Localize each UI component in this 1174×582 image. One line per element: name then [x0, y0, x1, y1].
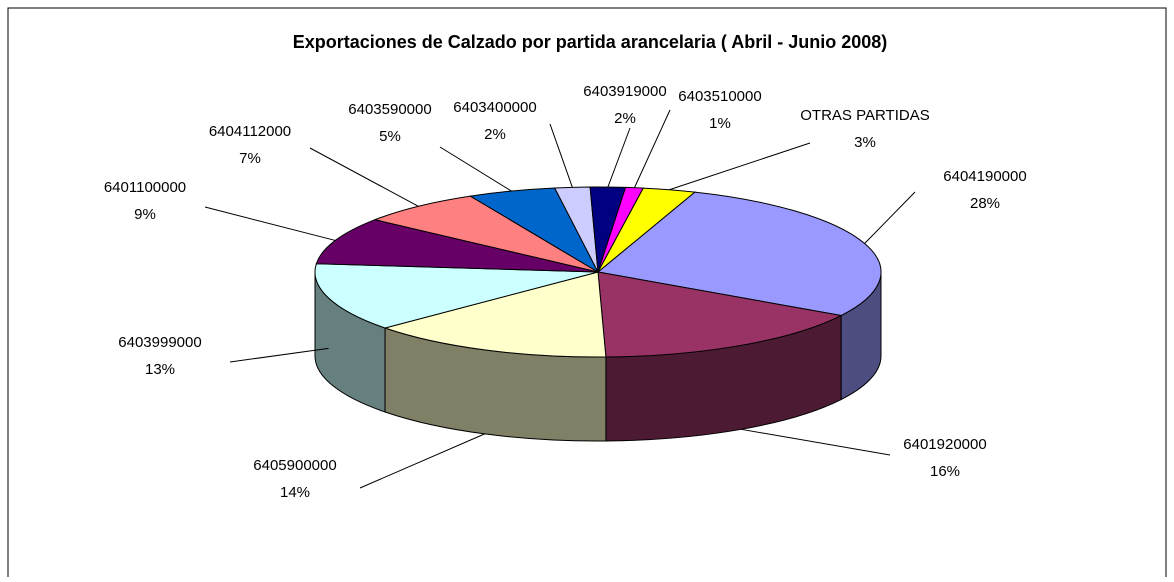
slice-value-label: 16% — [930, 463, 960, 480]
leader-line — [607, 127, 631, 188]
leader-line — [864, 191, 916, 244]
slice-label: 6403400000 — [453, 99, 536, 116]
slice-label: OTRAS PARTIDAS — [800, 107, 929, 124]
slice-value-label: 7% — [239, 150, 261, 167]
slice-label: 6401920000 — [903, 436, 986, 453]
slice-value-label: 5% — [379, 128, 401, 145]
slice-label: 6403510000 — [678, 88, 761, 105]
slice-value-label: 3% — [854, 134, 876, 151]
slice-label: 6403919000 — [583, 83, 666, 100]
slice-label: 6404112000 — [209, 123, 291, 140]
slice-value-label: 2% — [614, 110, 636, 127]
slice-label: 6403590000 — [348, 101, 431, 118]
leader-line — [359, 433, 485, 489]
slice — [314, 263, 599, 329]
slice — [373, 195, 599, 273]
slice-value-label: 9% — [134, 206, 156, 223]
slice-label: 6401100000 — [104, 179, 186, 196]
slice-value-label: 14% — [280, 484, 310, 501]
slice — [315, 219, 599, 273]
leader-line — [549, 123, 573, 188]
slice-value-label: 1% — [709, 115, 731, 132]
leader-line — [633, 109, 671, 188]
leader-line — [439, 146, 512, 192]
slice-label: 6404190000 — [943, 168, 1026, 185]
chart-title: Exportaciones de Calzado por partida ara… — [293, 32, 888, 52]
slice-label: 6405900000 — [253, 457, 336, 474]
slice-label: 6403999000 — [118, 334, 201, 351]
leader-line — [741, 428, 891, 456]
leader-line — [229, 347, 329, 363]
slice — [383, 271, 607, 358]
leader-line — [669, 142, 811, 191]
slice-value-label: 28% — [970, 195, 1000, 212]
slice — [597, 271, 843, 358]
slice-value-label: 13% — [145, 361, 175, 378]
leader-line — [204, 206, 336, 241]
slice-value-label: 2% — [484, 126, 506, 143]
leader-line — [309, 147, 419, 207]
